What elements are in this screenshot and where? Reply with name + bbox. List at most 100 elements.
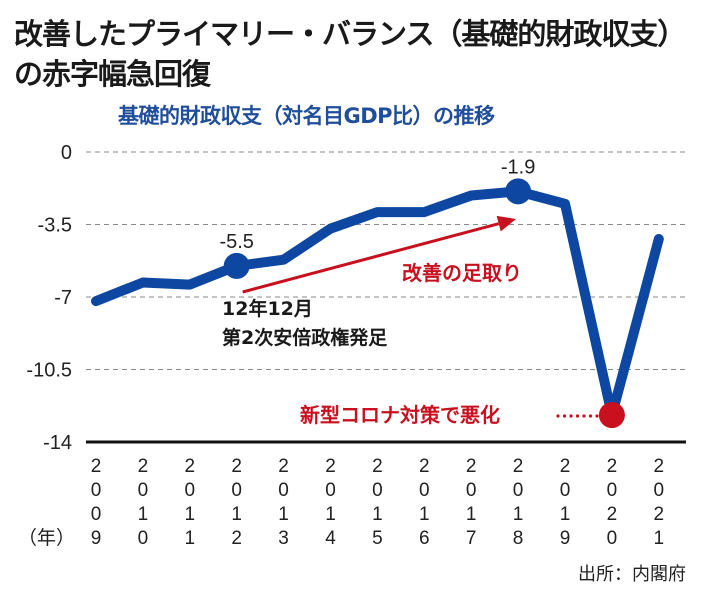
y-tick-label: -14 [43,432,72,454]
leader-dot [556,414,560,418]
x-tick-digit: 2 [654,504,665,525]
x-tick-digit: 2 [419,456,430,477]
marker-red [598,402,625,429]
data-label: -5.5 [219,231,253,253]
x-tick-digit: 0 [185,480,196,501]
leader-dot [588,414,593,418]
corona-leader-dots [556,414,599,418]
x-axis-label: （年） [18,527,75,549]
x-tick-digit: 2 [91,456,102,477]
x-tick-digit: 0 [91,480,102,501]
y-tick-label: -3.5 [38,215,72,237]
chart-title: 改善したプライマリー・バランス（基礎的財政収支） の赤字幅急回復 [14,14,686,94]
x-tick-digit: 1 [466,504,477,525]
x-tick-digit: 0 [91,504,102,525]
annotation-corona: 新型コロナ対策で悪化 [300,403,500,427]
x-tick-digit: 2 [607,504,618,525]
gridlines [86,151,686,444]
x-tick-digit: 1 [372,504,383,525]
x-tick-digit: 1 [654,528,665,549]
marker-blue [505,178,532,205]
chart-subtitle: 基礎的財政収支（対名目GDP比）の推移 [118,104,495,128]
x-tick-digit: 0 [513,480,524,501]
leader-dot [575,414,580,418]
x-tick-digit: 1 [325,504,336,525]
x-tick-digit: 2 [185,456,196,477]
x-tick-digit: 9 [91,528,102,549]
x-tick-digit: 2 [513,456,524,477]
x-tick-digit: 0 [231,480,242,501]
x-tick-digit: 6 [419,528,430,549]
marker-blue [223,252,250,279]
arrow-shaft [242,222,500,294]
leader-dot [582,414,586,418]
x-tick-digit: 2 [654,456,665,477]
x-tick-digit: 2 [607,456,618,477]
x-tick-digit: 2 [466,456,477,477]
improvement-arrow [242,215,517,294]
x-tick-digit: 0 [607,528,618,549]
arrow-head [496,215,517,232]
y-tick-label: -10.5 [26,360,72,382]
x-tick-digit: 3 [278,528,289,549]
x-tick-digit: 8 [513,528,524,549]
x-tick-digit: 0 [138,480,149,501]
chart-title-line2: の赤字幅急回復 [14,57,211,91]
x-tick-digit: 0 [138,528,149,549]
x-tick-digit: 0 [654,480,665,501]
x-axis-ticks: 2009201020112012201320142015201620172018… [91,456,664,549]
x-tick-digit: 1 [560,504,571,525]
x-tick-digit: 2 [325,456,336,477]
x-tick-digit: 0 [607,480,618,501]
source-note: 出所：内閣府 [578,564,686,585]
x-tick-digit: 5 [372,528,383,549]
x-tick-digit: 1 [278,504,289,525]
x-tick-digit: 2 [138,456,149,477]
x-tick-digit: 1 [185,528,196,549]
x-tick-digit: 0 [325,480,336,501]
x-tick-digit: 2 [231,528,242,549]
x-tick-digit: 2 [372,456,383,477]
x-tick-digit: 1 [138,504,149,525]
annotation-abe-government: 第2次安倍政権発足 [222,326,388,349]
x-tick-digit: 0 [372,480,383,501]
y-tick-label: -7 [54,287,72,309]
x-tick-digit: 0 [278,480,289,501]
x-tick-digit: 1 [513,504,524,525]
x-tick-digit: 1 [231,504,242,525]
x-tick-digit: 0 [560,480,571,501]
annotation-improvement: 改善の足取り [402,261,522,285]
y-tick-label: 0 [61,142,72,164]
y-axis-ticks: 0 -3.5 -7 -10.5 -14 [26,142,72,454]
highlight-markers [223,178,625,429]
leader-dot [569,414,573,418]
chart-title-line1: 改善したプライマリー・バランス（基礎的財政収支） [14,17,686,51]
leader-dot [562,414,567,418]
data-label: -1.9 [501,156,535,178]
x-tick-digit: 2 [560,456,571,477]
x-tick-digit: 4 [325,528,336,549]
x-tick-digit: 7 [466,528,477,549]
data-labels: -5.5 -1.9 [219,156,535,253]
x-tick-digit: 2 [278,456,289,477]
annotation-abe-date: 12年12月 [222,297,313,320]
x-tick-digit: 1 [419,504,430,525]
x-tick-digit: 0 [466,480,477,501]
x-tick-digit: 9 [560,528,571,549]
x-tick-digit: 2 [231,456,242,477]
x-tick-digit: 1 [185,504,196,525]
